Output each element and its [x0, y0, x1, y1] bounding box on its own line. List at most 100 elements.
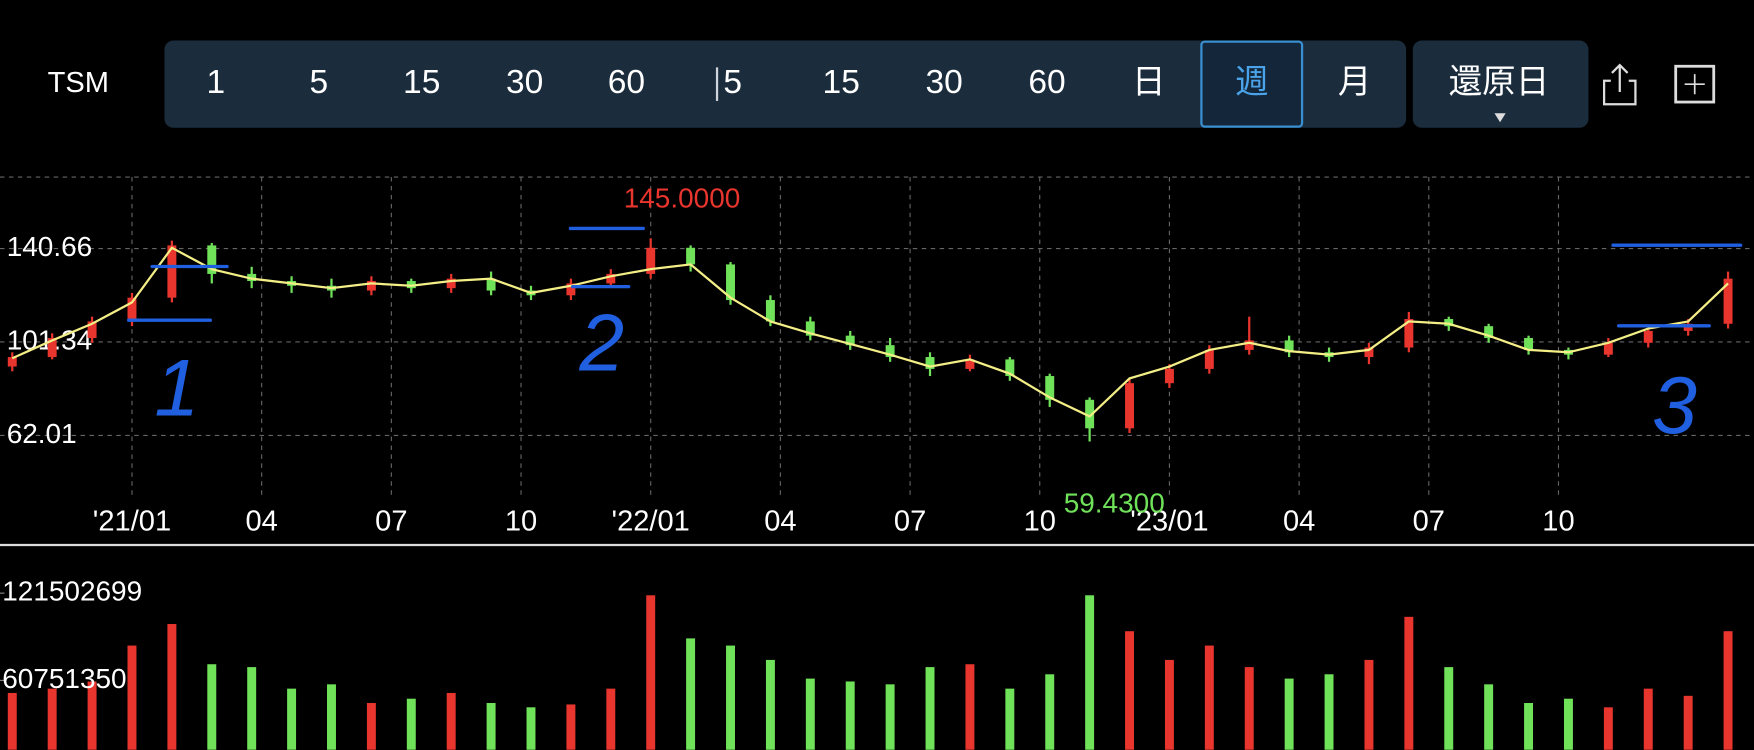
volume-tick-label: 121502699 — [2, 576, 142, 607]
candle-body — [47, 338, 57, 358]
interval-label: 5 — [309, 64, 328, 101]
candle-body — [1404, 319, 1414, 348]
candle-body — [885, 345, 895, 358]
plot: '21/01 04 07 10 '22/01 04 07 10 '23/01 04 07 10 140.… — [0, 177, 1754, 750]
interval-button[interactable]: 5 — [309, 64, 328, 101]
moving-average-line — [11, 246, 1729, 418]
candle-body — [805, 321, 815, 336]
candle-body — [127, 297, 137, 322]
interval-label: 60 — [1028, 64, 1065, 101]
candle-body — [1164, 368, 1174, 384]
candle-body — [965, 359, 975, 369]
volume-bar — [207, 664, 217, 750]
candle-body — [207, 245, 217, 274]
selected-interval-box — [1200, 40, 1304, 128]
volume-tick-label: 60751350 — [2, 663, 126, 694]
symbol: TSM — [48, 67, 109, 99]
volume-bar — [1603, 707, 1613, 750]
candle-body — [1484, 326, 1494, 339]
volume-bar — [925, 667, 935, 750]
interval-button[interactable]: 1 — [207, 64, 226, 101]
candle-body — [1643, 330, 1653, 343]
candle-body — [1085, 399, 1095, 429]
candle-body — [686, 247, 696, 265]
interval-button[interactable]: 週 — [1200, 40, 1304, 128]
volume-bar — [566, 704, 576, 750]
interval-label: 5 — [723, 64, 742, 101]
volume-bar — [1563, 698, 1573, 750]
y-tick-label: 62.01 — [7, 418, 77, 449]
x-tick-label: 04 — [764, 505, 796, 537]
volume-bar — [1125, 631, 1135, 750]
interval-label: 日 — [1132, 64, 1166, 101]
candle-body — [167, 245, 177, 298]
interval-button[interactable]: 15 — [823, 64, 860, 101]
interval-label: 週 — [1235, 64, 1269, 101]
interval-bar — [164, 40, 1407, 128]
y-tick-label: 140.66 — [7, 231, 93, 262]
volume-bar — [646, 595, 656, 750]
max-price-label: 145.0000 — [624, 183, 741, 214]
candle-body — [247, 273, 257, 282]
candle-body — [1723, 278, 1733, 324]
hand-annotations — [126, 226, 1743, 328]
volume-bar — [406, 698, 416, 750]
volume-bar — [1484, 684, 1494, 750]
interval-label: 1 — [207, 64, 226, 101]
volume-bar — [127, 645, 137, 750]
adjust-button[interactable]: 還原日 — [1412, 40, 1589, 128]
volume-bar — [805, 678, 815, 750]
volume-bar — [1324, 674, 1334, 750]
volume-bar — [1643, 688, 1653, 750]
volume-bar — [726, 645, 735, 750]
x-tick-label: 07 — [894, 505, 926, 537]
interval-button[interactable]: 5 — [723, 64, 742, 101]
interval-button[interactable]: 30 — [925, 64, 962, 101]
volume-bar — [247, 667, 257, 750]
candle-body — [1125, 383, 1135, 429]
volume-bar — [1364, 659, 1374, 750]
volume-bar — [606, 688, 616, 750]
share-arrow — [1611, 63, 1629, 92]
volume-bar — [765, 659, 775, 750]
volume-bar — [7, 692, 17, 750]
volume-bar — [167, 624, 177, 750]
interval-button[interactable]: 日 — [1132, 64, 1166, 101]
interval-button[interactable]: 30 — [506, 64, 543, 101]
x-tick-label: 04 — [245, 505, 277, 537]
interval-label: 月 — [1338, 64, 1372, 101]
interval-label: 15 — [403, 64, 440, 101]
candle-body — [1005, 359, 1015, 377]
interval-button[interactable]: 月 — [1338, 64, 1372, 101]
x-tick-label: 10 — [505, 505, 537, 537]
volume-bar — [1045, 674, 1055, 750]
crosshair-icon[interactable] — [1674, 64, 1716, 104]
candle-body — [1444, 319, 1454, 327]
volume-bar — [87, 681, 97, 750]
volume-bar — [686, 638, 696, 750]
interval-button[interactable]: 15 — [403, 64, 440, 101]
candle-body — [726, 264, 735, 301]
candle-body — [1204, 349, 1214, 369]
x-tick-label: 10 — [1542, 505, 1574, 537]
volume-bar — [965, 664, 975, 750]
hand-annotation: 2 — [578, 299, 624, 389]
interval-button[interactable]: 60 — [1028, 64, 1065, 101]
x-tick-label: 10 — [1024, 505, 1056, 537]
candle-body — [7, 357, 17, 367]
interval-label: 15 — [823, 64, 860, 101]
volume-bar — [1244, 667, 1254, 750]
volume-bar — [446, 692, 456, 750]
interval-label: 30 — [925, 64, 962, 101]
candle-body — [446, 278, 456, 289]
interval-label: 30 — [506, 64, 543, 101]
interval-label: 60 — [608, 64, 645, 101]
volume-bar — [1284, 678, 1294, 750]
candle-body — [1524, 338, 1534, 350]
volume-bar — [1085, 595, 1095, 750]
share-icon[interactable] — [1602, 63, 1637, 106]
interval-button[interactable]: 60 — [608, 64, 645, 101]
candle-body — [765, 300, 775, 322]
volume-bar — [526, 707, 536, 750]
